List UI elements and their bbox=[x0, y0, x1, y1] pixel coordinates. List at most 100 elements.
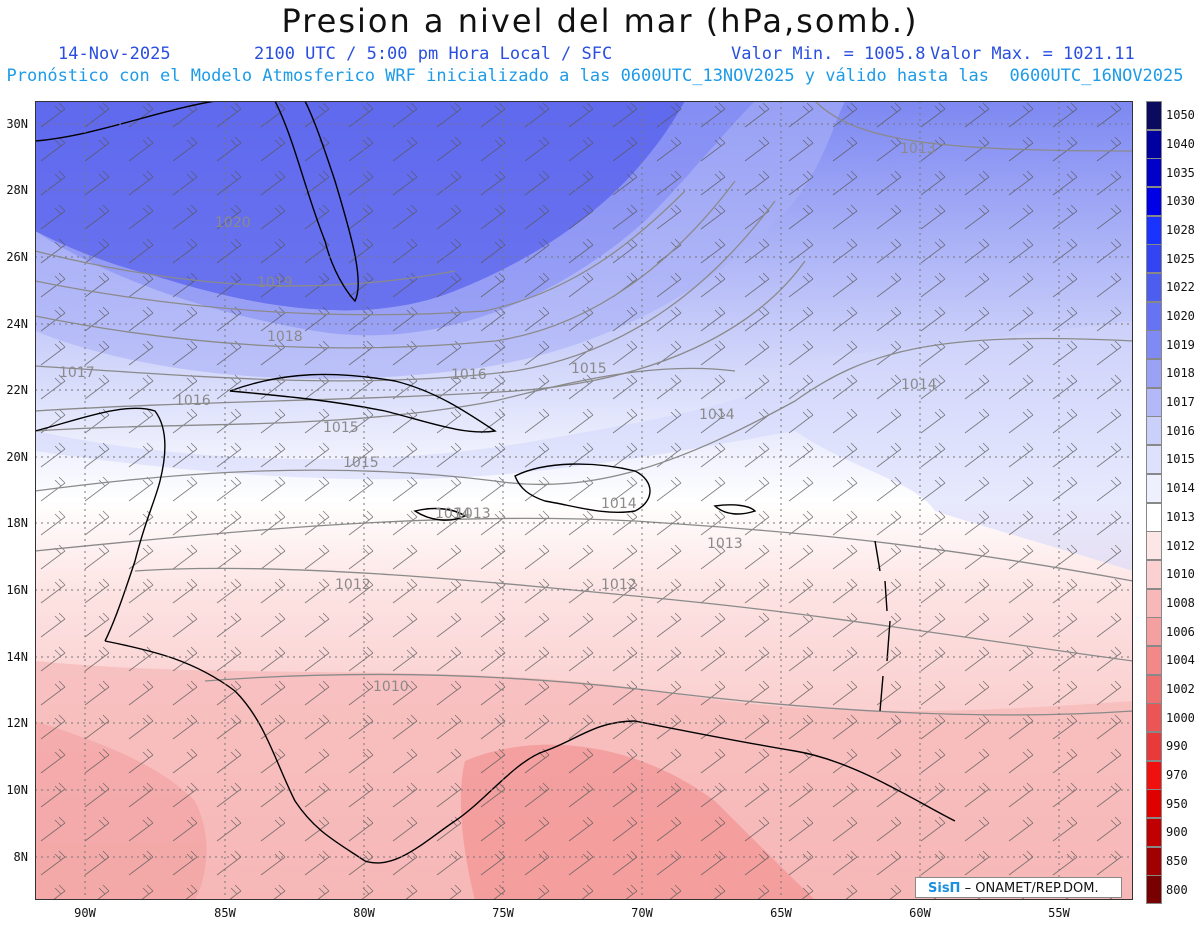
contour-label: 1014 bbox=[435, 506, 471, 522]
contour-label: 1014 bbox=[699, 407, 735, 423]
max-value: Valor Max. = 1021.11 bbox=[930, 44, 1135, 64]
lon-label: 65W bbox=[770, 906, 792, 920]
colorbar-label: 1015 bbox=[1166, 452, 1195, 467]
colorbar-swatch bbox=[1146, 244, 1162, 274]
colorbar-swatch bbox=[1146, 158, 1162, 188]
colorbar-swatch bbox=[1146, 301, 1162, 331]
lat-label: 10N bbox=[6, 783, 28, 797]
colorbar-swatch bbox=[1146, 416, 1162, 446]
credit-box: SisΠ – ONAMET/REP.DOM. bbox=[915, 877, 1122, 898]
lat-label: 26N bbox=[6, 250, 28, 264]
colorbar-swatch bbox=[1146, 645, 1162, 675]
map-title: Presion a nivel del mar (hPa,somb.) bbox=[281, 2, 919, 40]
colorbar-swatch bbox=[1146, 445, 1162, 475]
contour-label: 1014 bbox=[601, 496, 637, 512]
colorbar-label: 1022 bbox=[1166, 280, 1195, 295]
lat-label: 22N bbox=[6, 383, 28, 397]
lat-label: 20N bbox=[6, 450, 28, 464]
colorbar-swatch bbox=[1146, 674, 1162, 704]
isobar-1012 bbox=[134, 567, 1133, 662]
colorbar-swatch bbox=[1146, 330, 1162, 360]
isobar-1014 bbox=[35, 337, 1133, 492]
contour-label: 1015 bbox=[343, 455, 379, 471]
isobar-1016 bbox=[35, 260, 806, 412]
colorbar-label: 950 bbox=[1166, 796, 1188, 811]
coast-lesser-antilles bbox=[874, 540, 891, 712]
colorbar-swatch bbox=[1146, 215, 1162, 245]
colorbar-swatch bbox=[1146, 387, 1162, 417]
model-info: Pronóstico con el Modelo Atmosferico WRF… bbox=[6, 66, 1184, 86]
contour-label: 1020 bbox=[215, 215, 251, 231]
colorbar-swatch bbox=[1146, 731, 1162, 761]
colorbar-label: 1012 bbox=[1166, 538, 1195, 553]
isobar-1010 bbox=[204, 673, 1133, 716]
colorbar-label: 1018 bbox=[1166, 366, 1195, 381]
colorbar-label: 1006 bbox=[1166, 624, 1195, 639]
colorbar-swatch bbox=[1146, 760, 1162, 790]
colorbar-label: 1025 bbox=[1166, 251, 1195, 266]
coast-hispaniola bbox=[514, 463, 651, 514]
colorbar-label: 1004 bbox=[1166, 653, 1195, 668]
contour-label: 1016 bbox=[451, 367, 487, 383]
lon-label: 75W bbox=[492, 906, 514, 920]
colorbar-label: 1014 bbox=[1166, 481, 1195, 496]
colorbar-label: 1050 bbox=[1166, 108, 1195, 123]
colorbar-label: 900 bbox=[1166, 825, 1188, 840]
colorbar-label: 1000 bbox=[1166, 710, 1195, 725]
colorbar-label: 1019 bbox=[1166, 337, 1195, 352]
colorbar-label: 1008 bbox=[1166, 595, 1195, 610]
lat-label: 16N bbox=[6, 583, 28, 597]
contour-label: 1016 bbox=[175, 393, 211, 409]
credit-text: – ONAMET/REP.DOM. bbox=[964, 881, 1099, 896]
colorbar-label: 1035 bbox=[1166, 165, 1195, 180]
contour-label: 1015 bbox=[323, 420, 359, 436]
colorbar-swatch bbox=[1146, 559, 1162, 589]
isobar-1015 bbox=[35, 367, 736, 432]
contour-label: 1018 bbox=[267, 329, 303, 345]
colorbar-label: 850 bbox=[1166, 853, 1188, 868]
forecast-time: 2100 UTC / 5:00 pm Hora Local / SFC bbox=[254, 44, 613, 64]
lat-label: 14N bbox=[6, 650, 28, 664]
colorbar-label: 1010 bbox=[1166, 567, 1195, 582]
lon-label: 55W bbox=[1048, 906, 1070, 920]
isobar-1017 bbox=[35, 200, 776, 382]
coast-florida bbox=[35, 101, 359, 303]
lat-label: 18N bbox=[6, 516, 28, 530]
contour-label: 1014 bbox=[901, 377, 937, 393]
lon-label: 80W bbox=[353, 906, 375, 920]
min-value: Valor Min. = 1005.8 bbox=[731, 44, 926, 64]
coast-cuba bbox=[229, 373, 497, 433]
colorbar-swatch bbox=[1146, 789, 1162, 819]
coast-jamaica bbox=[413, 507, 467, 521]
colorbar-swatch bbox=[1146, 588, 1162, 618]
wind-barbs bbox=[35, 101, 1133, 900]
colorbar-swatch bbox=[1146, 473, 1162, 503]
colorbar-label: 970 bbox=[1166, 767, 1188, 782]
contour-label: 1013 bbox=[707, 536, 743, 552]
colorbar-swatch bbox=[1146, 531, 1162, 561]
contour-label: 1015 bbox=[571, 361, 607, 377]
colorbar-swatch bbox=[1146, 187, 1162, 217]
colorbar-label: 990 bbox=[1166, 739, 1188, 754]
colorbar-swatch bbox=[1146, 617, 1162, 647]
coast-south-america bbox=[454, 720, 956, 822]
lat-label: 24N bbox=[6, 317, 28, 331]
colorbar-label: 1028 bbox=[1166, 223, 1195, 238]
colorbar-label: 1040 bbox=[1166, 137, 1195, 152]
lat-label: 8N bbox=[13, 850, 28, 864]
forecast-date: 14-Nov-2025 bbox=[58, 44, 171, 64]
sispi-logo: SisΠ bbox=[928, 881, 961, 896]
colorbar-swatch bbox=[1146, 875, 1162, 905]
contour-label: 1013 bbox=[900, 141, 936, 157]
colorbar-swatch bbox=[1146, 817, 1162, 847]
colorbar-swatch bbox=[1146, 502, 1162, 532]
contour-label: 1017 bbox=[59, 365, 95, 381]
colorbar-swatch bbox=[1146, 359, 1162, 389]
isobar-1018 bbox=[35, 180, 736, 349]
lat-label: 30N bbox=[6, 117, 28, 131]
pressure-map: 1013 1020 1019 1018 1017 1016 1016 1015 … bbox=[35, 101, 1133, 900]
lat-label: 28N bbox=[6, 183, 28, 197]
contour-label: 1013 bbox=[455, 506, 491, 522]
lon-label: 85W bbox=[214, 906, 236, 920]
isobar-1013-north bbox=[814, 101, 1133, 152]
